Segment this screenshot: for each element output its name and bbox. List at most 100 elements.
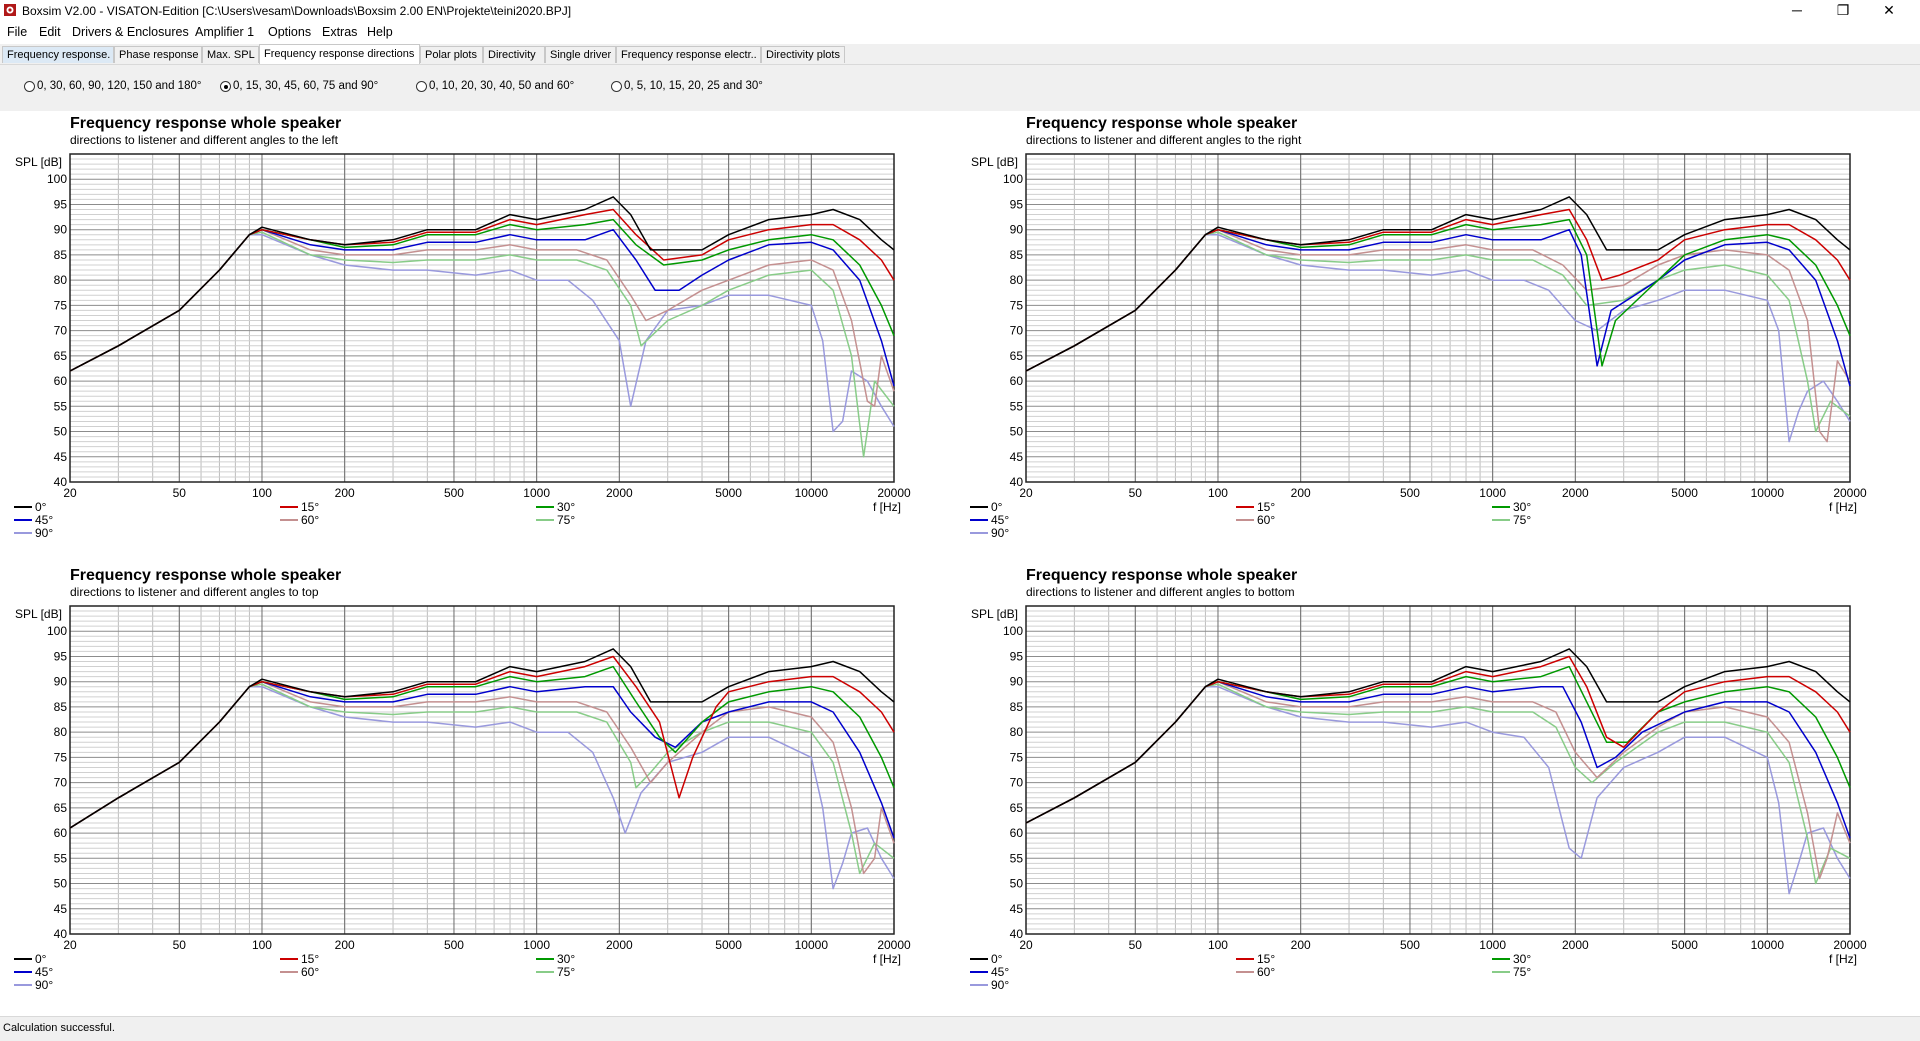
tab-directivity-plots[interactable]: Directivity plots <box>761 46 845 63</box>
menu-options[interactable]: Options <box>268 25 312 39</box>
legend-label: 0° <box>35 952 47 966</box>
series-line <box>69 231 895 458</box>
menu-amplifier[interactable]: Amplifier 1 <box>195 25 255 39</box>
plot-frame <box>69 153 895 483</box>
y-tick-label: 100 <box>47 172 67 186</box>
y-tick-label: 60 <box>1010 374 1024 388</box>
angle-option-label: 0, 5, 10, 15, 20, 25 and 30° <box>624 80 763 92</box>
x-tick-label: 500 <box>1400 486 1420 500</box>
close-button[interactable]: ✕ <box>1883 2 1895 18</box>
tab-single-driver[interactable]: Single driver <box>545 46 616 63</box>
y-tick-label: 65 <box>1010 801 1024 815</box>
x-tick-label: 20000 <box>1833 486 1867 500</box>
legend-label: 60° <box>301 513 319 527</box>
legend-label: 0° <box>991 500 1003 514</box>
radio-button[interactable] <box>220 81 231 92</box>
menu-drivers-enclosures[interactable]: Drivers & Enclosures <box>72 25 189 39</box>
title-bar: Boxsim V2.00 - VISATON-Edition [C:\Users… <box>0 0 1920 22</box>
y-tick-label: 80 <box>1010 725 1024 739</box>
x-tick-label: 2000 <box>1562 486 1589 500</box>
x-tick-label: 100 <box>252 486 272 500</box>
menu-edit[interactable]: Edit <box>39 25 61 39</box>
y-tick-label: 50 <box>54 425 68 439</box>
tab-max-spl[interactable]: Max. SPL <box>202 46 259 63</box>
x-tick-label: 1000 <box>523 938 550 952</box>
y-tick-label: 100 <box>1003 624 1023 638</box>
x-tick-label: 200 <box>1291 486 1311 500</box>
x-tick-label: 500 <box>444 938 464 952</box>
tab-directivity[interactable]: Directivity <box>483 46 545 63</box>
x-tick-label: 100 <box>1208 938 1228 952</box>
y-axis-label: SPL [dB] <box>15 155 62 169</box>
series-line <box>69 228 895 408</box>
y-tick-label: 90 <box>1010 223 1024 237</box>
tab-frequency-response[interactable]: Frequency response. <box>2 46 114 63</box>
x-tick-label: 200 <box>335 938 355 952</box>
x-tick-label: 20000 <box>877 486 911 500</box>
restore-button[interactable]: ❐ <box>1836 2 1850 18</box>
y-tick-label: 95 <box>54 649 68 663</box>
chart-title: Frequency response whole speaker <box>1026 115 1297 132</box>
angle-option-label: 0, 10, 20, 30, 40, 50 and 60° <box>429 80 575 92</box>
x-tick-label: 50 <box>173 486 187 500</box>
radio-button[interactable] <box>416 81 427 92</box>
series-line <box>1025 648 1851 824</box>
series-line <box>69 648 895 829</box>
x-tick-label: 20 <box>1019 938 1033 952</box>
tab-phase-response[interactable]: Phase response <box>114 46 202 63</box>
y-tick-label: 50 <box>1010 425 1024 439</box>
y-tick-label: 55 <box>54 399 68 413</box>
tab-frequency-response-electrical[interactable]: Frequency response electr.. <box>616 46 761 63</box>
y-tick-label: 55 <box>54 851 68 865</box>
y-tick-label: 85 <box>54 248 68 262</box>
angle-option-label: 0, 30, 60, 90, 120, 150 and 180° <box>37 80 202 92</box>
legend-label: 90° <box>991 978 1009 992</box>
y-axis-label: SPL [dB] <box>971 607 1018 621</box>
menu-file[interactable]: File <box>7 25 28 39</box>
plot-frame <box>1025 153 1851 483</box>
legend-label: 45° <box>35 513 53 527</box>
minimize-button[interactable]: ─ <box>1792 2 1802 18</box>
x-tick-label: 50 <box>1129 938 1143 952</box>
boxsim-app-icon <box>4 4 16 16</box>
y-tick-label: 55 <box>1010 399 1024 413</box>
chart-title: Frequency response whole speaker <box>1026 567 1297 584</box>
x-axis-label: f [Hz] <box>1829 952 1857 966</box>
tab-frequency-response-directions[interactable]: Frequency response directions <box>259 44 420 64</box>
tab-polar-plots[interactable]: Polar plots <box>420 46 483 63</box>
x-tick-label: 200 <box>1291 938 1311 952</box>
y-tick-label: 100 <box>47 624 67 638</box>
status-bar: Calculation successful. <box>0 1016 1920 1041</box>
x-tick-label: 5000 <box>715 938 742 952</box>
series-line <box>69 233 895 433</box>
y-tick-label: 75 <box>54 298 68 312</box>
series-line <box>69 683 895 875</box>
x-tick-label: 20 <box>63 486 77 500</box>
plot-area: Frequency response whole speaker directio… <box>0 111 1920 1016</box>
legend-label: 60° <box>301 965 319 979</box>
series-line <box>1025 680 1851 839</box>
series-line <box>1025 233 1851 443</box>
x-tick-label: 10000 <box>795 938 829 952</box>
chart-bottom: Frequency response whole speakerdirectio… <box>970 567 1867 992</box>
angle-option-label: 0, 15, 30, 45, 60, 75 and 90° <box>233 80 379 92</box>
legend-label: 75° <box>1513 965 1531 979</box>
x-tick-label: 10000 <box>1751 938 1785 952</box>
status-text: Calculation successful. <box>3 1022 115 1034</box>
chart-left: Frequency response whole speakerdirectio… <box>14 115 911 540</box>
radio-button[interactable] <box>611 81 622 92</box>
menu-extras[interactable]: Extras <box>322 25 358 39</box>
x-tick-label: 500 <box>444 486 464 500</box>
radio-button[interactable] <box>24 81 35 92</box>
y-tick-label: 95 <box>1010 197 1024 211</box>
legend-label: 60° <box>1257 965 1275 979</box>
x-tick-label: 50 <box>173 938 187 952</box>
y-tick-label: 85 <box>54 700 68 714</box>
y-tick-label: 75 <box>1010 750 1024 764</box>
x-tick-label: 1000 <box>523 486 550 500</box>
legend-label: 15° <box>1257 952 1275 966</box>
x-tick-label: 1000 <box>1479 938 1506 952</box>
menu-help[interactable]: Help <box>367 25 393 39</box>
x-tick-label: 20000 <box>877 938 911 952</box>
chart-subtitle: directions to listener and different ang… <box>1026 133 1302 147</box>
